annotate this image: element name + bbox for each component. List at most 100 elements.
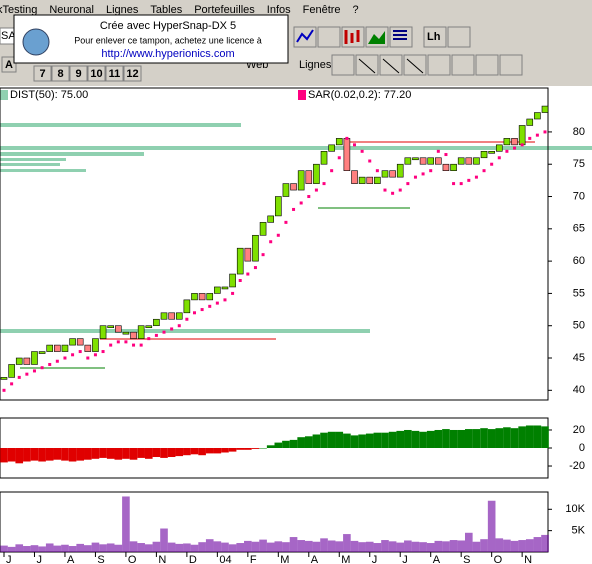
bar	[205, 539, 214, 552]
menu-item[interactable]: Tables	[150, 4, 182, 16]
panel-frame	[0, 87, 549, 401]
tool-button[interactable]	[499, 54, 523, 76]
bar	[503, 539, 511, 552]
bar	[114, 544, 123, 552]
period-button[interactable]	[87, 65, 106, 82]
bar	[198, 542, 206, 552]
bar	[266, 542, 275, 552]
bar	[221, 448, 229, 453]
sar-dot	[505, 149, 509, 153]
menu-item[interactable]: Lignes	[106, 4, 139, 16]
bar	[487, 500, 496, 552]
candle	[244, 247, 252, 262]
tool-button[interactable]	[403, 54, 427, 76]
tool-buttons: Lh	[293, 26, 523, 76]
sar-dot	[368, 159, 372, 163]
bar	[510, 428, 519, 448]
bar	[221, 542, 229, 552]
period-button[interactable]	[33, 65, 52, 82]
sar-dot	[177, 324, 181, 328]
y-tick-label: 60	[573, 255, 585, 267]
candle	[419, 157, 427, 165]
plots: 40 45 50 55 60 65 70 75 80 J J A S O N D 04 F M A M J J A S O N 20 0…	[0, 87, 586, 564]
candle	[541, 105, 549, 113]
tool-button[interactable]	[379, 54, 403, 76]
bar	[251, 448, 260, 449]
watermark-url[interactable]: http://www.hyperionics.com	[101, 48, 234, 60]
candle	[259, 222, 267, 236]
menu-item[interactable]: Infos	[267, 4, 291, 16]
bar	[541, 534, 549, 552]
sar-dot	[391, 191, 395, 195]
period-button[interactable]	[51, 65, 70, 82]
tool-button[interactable]	[451, 54, 475, 76]
candle	[396, 163, 404, 178]
bar	[205, 448, 214, 454]
candle	[275, 196, 282, 217]
sar-dot	[132, 343, 136, 347]
tool-button[interactable]	[427, 54, 451, 76]
y-tick-label: -20	[569, 460, 585, 472]
menu-item[interactable]: Neuronal	[49, 4, 94, 16]
tool-button[interactable]	[475, 54, 499, 76]
candle	[38, 351, 46, 354]
sar-dot	[261, 253, 265, 257]
tool-button[interactable]	[317, 26, 341, 48]
bar	[304, 436, 313, 448]
bar	[0, 448, 8, 463]
bar	[15, 544, 24, 552]
candle	[320, 151, 328, 165]
tool-button[interactable]	[423, 26, 447, 48]
x-tick-label: A	[311, 554, 319, 564]
candle	[107, 325, 114, 329]
icon	[344, 30, 360, 44]
x-tick-label: N	[158, 554, 166, 564]
bar	[464, 532, 473, 552]
menu-item[interactable]: Fenêtre	[303, 4, 341, 16]
tool-button[interactable]	[355, 54, 379, 76]
profile-bar	[0, 169, 86, 172]
candle	[473, 157, 480, 165]
sar-dot	[330, 169, 334, 173]
candle	[435, 157, 442, 165]
candle	[137, 325, 145, 339]
bar	[244, 448, 252, 450]
period-button[interactable]	[69, 65, 88, 82]
bar	[122, 496, 130, 552]
bar	[282, 440, 290, 448]
font-label: A	[5, 59, 13, 71]
menu-item[interactable]: kTesting	[0, 4, 37, 16]
candle	[46, 344, 54, 352]
candle	[358, 176, 366, 184]
profile-bar	[0, 123, 241, 127]
menu-item[interactable]: ?	[353, 4, 359, 16]
menu-item[interactable]: Portefeuilles	[194, 4, 255, 16]
bar	[122, 448, 130, 459]
bar	[106, 448, 115, 459]
candle	[427, 157, 435, 165]
bar	[167, 542, 176, 552]
candle	[76, 338, 84, 346]
bar	[152, 541, 161, 552]
bar	[99, 544, 107, 552]
candle	[31, 351, 38, 365]
y-tick-label: 40	[573, 384, 585, 396]
tool-button[interactable]	[447, 26, 471, 48]
bar	[480, 428, 488, 448]
period-button[interactable]	[123, 65, 142, 82]
bar	[228, 544, 237, 552]
candle	[221, 286, 229, 290]
tool-button[interactable]	[331, 54, 355, 76]
sar-dot	[139, 343, 143, 347]
period-button[interactable]	[105, 65, 124, 82]
sar-dot	[429, 169, 433, 173]
bar	[327, 431, 336, 448]
sar-dot	[292, 207, 296, 211]
sar-dot	[406, 182, 410, 186]
profile-bar	[0, 329, 370, 333]
sar-dot	[246, 272, 250, 276]
candle	[412, 157, 419, 161]
bar	[7, 448, 16, 462]
bar	[541, 426, 549, 448]
font-button[interactable]	[1, 56, 17, 73]
